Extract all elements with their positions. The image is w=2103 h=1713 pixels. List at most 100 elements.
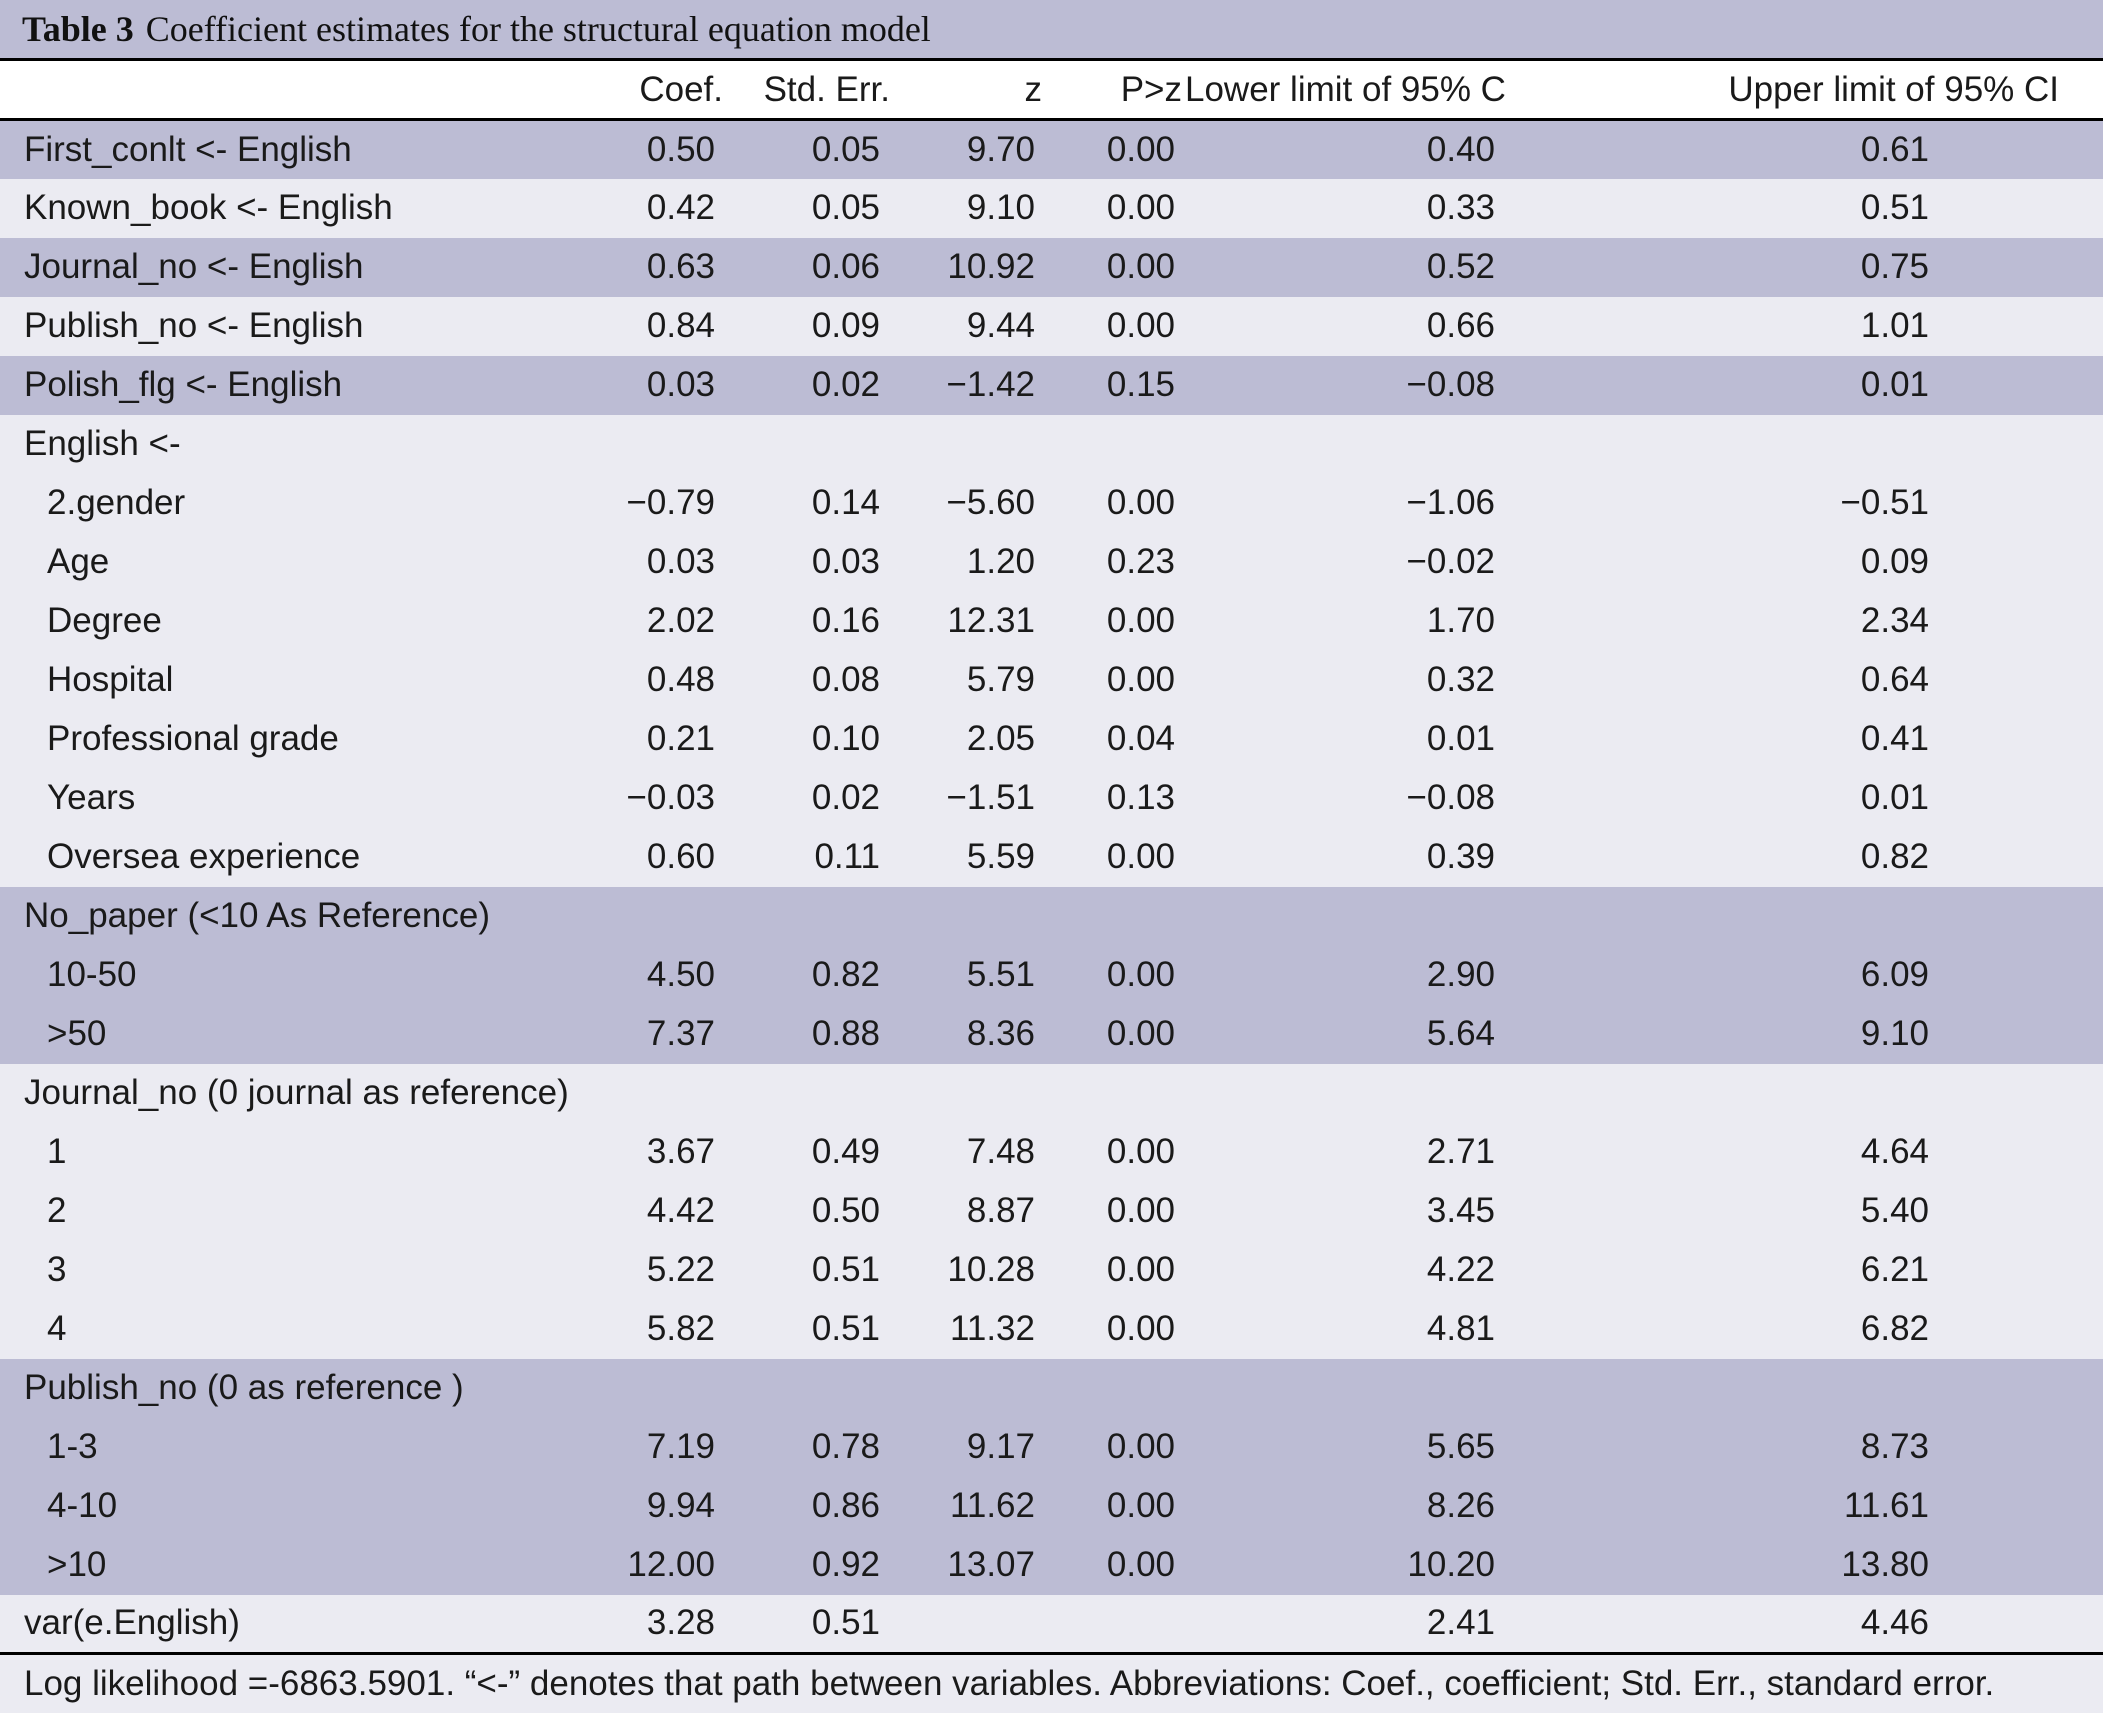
row-label: Publish_no (0 as reference ) — [24, 1368, 464, 1407]
cell-p: 0.13 — [1106, 778, 1175, 817]
cell-lower-ci: 10.20 — [1407, 1545, 1495, 1584]
cell-z: 8.36 — [966, 1014, 1035, 1053]
cell-lower-ci: 4.81 — [1426, 1309, 1495, 1348]
cell-upper-ci: 6.21 — [1860, 1250, 1929, 1289]
cell-z: 9.10 — [966, 188, 1035, 227]
cell-std-err: 0.06 — [811, 247, 880, 286]
cell-std-err: 0.86 — [811, 1486, 880, 1525]
cell-coef: 7.37 — [646, 1014, 715, 1053]
cell-coef — [580, 1064, 725, 1123]
cell-p — [1045, 1359, 1185, 1418]
cell-p: 0.00 — [1106, 483, 1175, 522]
table-body: First_conlt <- English 0.50 0.05 9.70 0.00 0.… — [0, 119, 2103, 1654]
cell-z: 13.07 — [947, 1545, 1035, 1584]
cell-std-err: 0.09 — [811, 306, 880, 345]
cell-z — [890, 1064, 1045, 1123]
cell-p — [1045, 1064, 1185, 1123]
row-label: Publish_no <- English — [24, 306, 364, 345]
cell-z: 11.62 — [950, 1486, 1035, 1525]
cell-std-err: 0.82 — [811, 955, 880, 994]
row-label: 2.gender — [47, 483, 186, 522]
cell-lower-ci: 4.22 — [1426, 1250, 1495, 1289]
cell-lower-ci — [1185, 1359, 1505, 1418]
header-std-err: Std. Err. — [725, 58, 890, 121]
cell-std-err — [725, 1064, 890, 1123]
table-row: English <- — [0, 414, 2103, 474]
cell-p: 0.00 — [1106, 1191, 1175, 1230]
table-row: 1 3.67 0.49 7.48 0.00 2.71 4.64 — [0, 1122, 2103, 1182]
table-row: Oversea experience 0.60 0.11 5.59 0.00 0.39 0.… — [0, 827, 2103, 887]
row-label: 4 — [47, 1309, 67, 1348]
cell-upper-ci: 0.01 — [1860, 778, 1929, 817]
cell-z — [890, 1595, 1045, 1654]
cell-lower-ci: 3.45 — [1426, 1191, 1495, 1230]
cell-std-err — [725, 887, 890, 946]
cell-lower-ci: 2.71 — [1426, 1132, 1495, 1171]
cell-coef: 0.21 — [646, 719, 715, 758]
cell-std-err: 0.02 — [811, 365, 880, 404]
table-row: Degree 2.02 0.16 12.31 0.00 1.70 2.34 — [0, 591, 2103, 651]
row-label: 2 — [47, 1191, 67, 1230]
row-label: Professional grade — [47, 719, 339, 758]
row-label: 4-10 — [47, 1486, 118, 1525]
row-label: Journal_no <- English — [24, 247, 364, 286]
cell-z: 7.48 — [966, 1132, 1035, 1171]
row-label: Age — [47, 542, 110, 581]
cell-z: 9.70 — [966, 129, 1035, 169]
table-row: First_conlt <- English 0.50 0.05 9.70 0.00 0.… — [0, 119, 2103, 179]
table-row: 4-10 9.94 0.86 11.62 0.00 8.26 11.61 — [0, 1476, 2103, 1536]
row-label: >50 — [47, 1014, 107, 1053]
cell-lower-ci — [1185, 887, 1505, 946]
cell-z: 5.79 — [966, 660, 1035, 699]
cell-std-err: 0.08 — [811, 660, 880, 699]
cell-z — [890, 415, 1045, 474]
cell-lower-ci — [1185, 1064, 1505, 1123]
cell-std-err: 0.02 — [811, 778, 880, 817]
cell-lower-ci: 0.32 — [1426, 660, 1495, 699]
table-row: Polish_flg <- English 0.03 0.02 −1.42 0.15 −0… — [0, 355, 2103, 415]
cell-p: 0.00 — [1106, 601, 1175, 640]
cell-coef: 0.03 — [646, 365, 715, 404]
cell-p: 0.04 — [1106, 719, 1175, 758]
cell-upper-ci: 6.82 — [1860, 1309, 1929, 1348]
cell-coef: 9.94 — [646, 1486, 715, 1525]
cell-p: 0.00 — [1106, 1427, 1175, 1466]
cell-p — [1045, 1595, 1185, 1654]
row-label: >10 — [47, 1545, 107, 1584]
cell-coef: −0.03 — [626, 778, 715, 817]
cell-lower-ci: −1.06 — [1406, 483, 1495, 522]
table-row: 2.gender −0.79 0.14 −5.60 0.00 −1.06 −0.51 — [0, 473, 2103, 533]
cell-z — [890, 887, 1045, 946]
table-row: Journal_no <- English 0.63 0.06 10.92 0.00 0.… — [0, 237, 2103, 297]
cell-p: 0.00 — [1106, 1250, 1175, 1289]
row-label: No_paper (<10 As Reference) — [24, 896, 490, 935]
cell-std-err: 0.88 — [811, 1014, 880, 1053]
cell-coef — [580, 1359, 725, 1418]
row-label: First_conlt <- English — [24, 129, 352, 169]
cell-p — [1045, 887, 1185, 946]
cell-coef: 3.28 — [646, 1603, 715, 1643]
cell-upper-ci — [1505, 887, 2103, 946]
cell-lower-ci: 0.33 — [1426, 188, 1495, 227]
cell-coef: 3.67 — [646, 1132, 715, 1171]
cell-upper-ci: 0.41 — [1860, 719, 1929, 758]
cell-lower-ci: 0.01 — [1426, 719, 1495, 758]
cell-upper-ci: 6.09 — [1860, 955, 1929, 994]
cell-z: 9.44 — [966, 306, 1035, 345]
cell-coef: 4.50 — [646, 955, 715, 994]
row-label: Degree — [47, 601, 162, 640]
row-label: 3 — [47, 1250, 67, 1289]
cell-p: 0.00 — [1106, 1486, 1175, 1525]
table-row: >10 12.00 0.92 13.07 0.00 10.20 13.80 — [0, 1535, 2103, 1595]
table-row: 2 4.42 0.50 8.87 0.00 3.45 5.40 — [0, 1181, 2103, 1241]
cell-upper-ci: 4.64 — [1860, 1132, 1929, 1171]
cell-upper-ci: 0.51 — [1860, 188, 1929, 227]
header-coef: Coef. — [580, 58, 725, 121]
cell-std-err: 0.10 — [811, 719, 880, 758]
row-label: var(e.English) — [24, 1603, 240, 1643]
row-label: Oversea experience — [47, 837, 361, 876]
cell-std-err: 0.05 — [811, 188, 880, 227]
table-caption: Table 3 Coefficient estimates for the st… — [0, 0, 2103, 58]
cell-std-err: 0.78 — [811, 1427, 880, 1466]
coefficient-table: Coef. Std. Err. z P>z Lower limit of 95%… — [0, 58, 2103, 1655]
